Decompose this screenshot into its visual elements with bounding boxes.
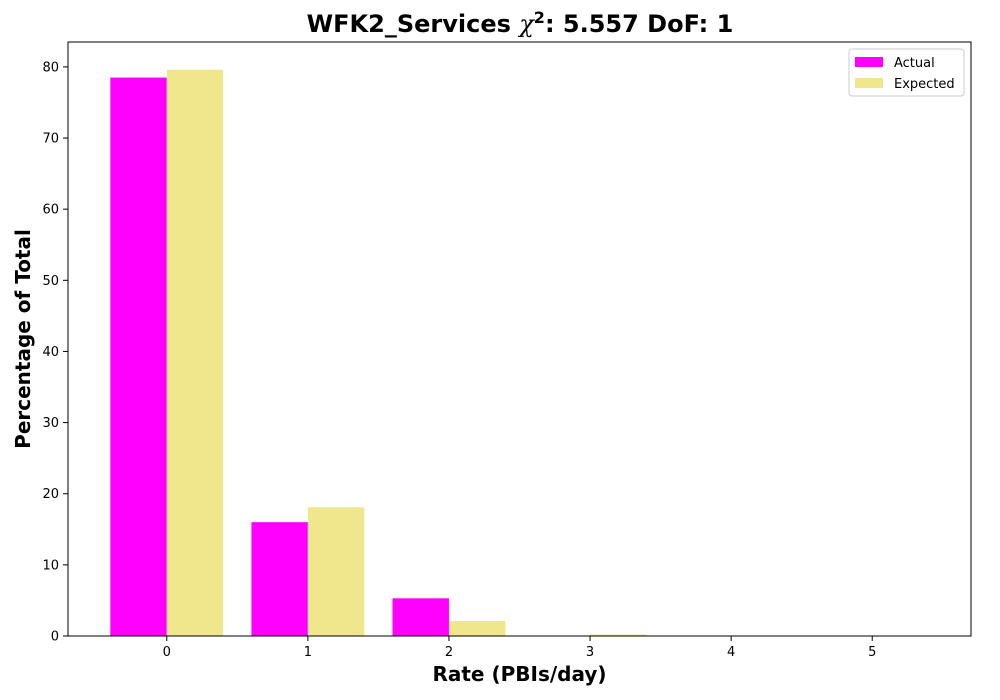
y-tick-label: 10 <box>42 558 59 573</box>
legend-label-actual: Actual <box>894 56 935 71</box>
y-tick-label: 50 <box>42 274 59 289</box>
bars-group <box>110 69 647 637</box>
legend-swatch-actual <box>855 57 883 67</box>
y-tick-label: 0 <box>51 630 59 645</box>
bar-expected-0 <box>166 69 224 636</box>
y-tick-label: 70 <box>42 132 59 147</box>
x-tick-label: 2 <box>445 645 453 660</box>
y-axis-ticks: 0 10 20 30 40 50 60 70 80 <box>42 60 68 645</box>
bar-expected-2 <box>448 621 506 636</box>
chart-title-prefix: WFK2_Services <box>307 10 520 38</box>
x-axis-ticks: 0 1 2 3 4 5 <box>163 636 876 660</box>
y-tick-label: 30 <box>42 416 59 431</box>
bar-actual-0 <box>110 77 167 637</box>
x-tick-label: 3 <box>586 645 594 660</box>
chart-title: WFK2_Services χ2: 5.557 DoF: 1 <box>307 8 734 38</box>
bar-actual-2 <box>392 598 449 636</box>
y-tick-label: 20 <box>42 487 59 502</box>
x-tick-label: 5 <box>868 645 876 660</box>
x-tick-label: 4 <box>727 645 735 660</box>
x-tick-label: 1 <box>304 645 312 660</box>
y-tick-label: 80 <box>42 60 59 75</box>
x-axis-label: Rate (PBIs/day) <box>432 662 606 686</box>
plot-frame <box>67 41 972 637</box>
bar-expected-1 <box>307 507 365 636</box>
legend-swatch-expected <box>855 78 883 88</box>
chart-title-superscript: 2 <box>534 8 545 27</box>
legend: Actual Expected <box>848 48 965 97</box>
y-tick-label: 40 <box>42 345 59 360</box>
legend-label-expected: Expected <box>894 77 955 92</box>
chart-title-symbol: χ <box>517 10 535 38</box>
chart-title-suffix: : 5.557 DoF: 1 <box>545 10 733 38</box>
y-tick-label: 60 <box>42 203 59 218</box>
x-tick-label: 0 <box>163 645 171 660</box>
bar-actual-1 <box>251 522 308 636</box>
y-axis-label: Percentage of Total <box>11 229 35 449</box>
bar-expected-3 <box>590 634 647 636</box>
